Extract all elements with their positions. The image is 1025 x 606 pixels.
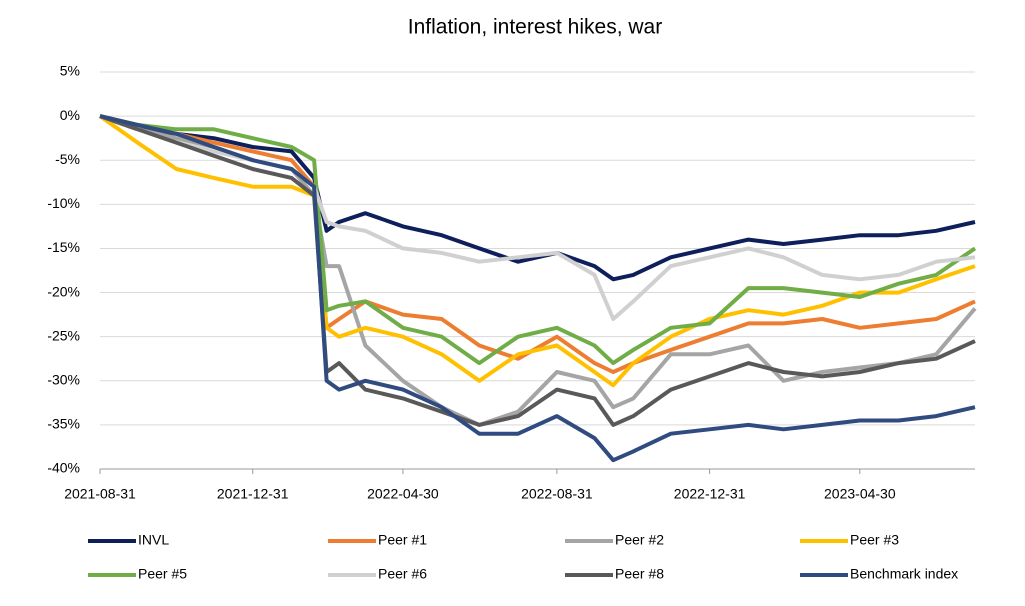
series-line xyxy=(99,114,976,282)
legend-label: Peer #2 xyxy=(615,532,664,548)
x-tick-label: 2022-08-31 xyxy=(521,486,593,502)
chart-title: Inflation, interest hikes, war xyxy=(408,16,662,39)
y-tick-label: -40% xyxy=(47,460,80,476)
x-tick-label: 2022-12-31 xyxy=(674,486,746,502)
legend-label: Peer #5 xyxy=(138,566,187,582)
x-tick-label: 2021-08-31 xyxy=(64,486,136,502)
x-tick-label: 2023-04-30 xyxy=(824,486,896,502)
legend-label: Peer #3 xyxy=(850,532,899,548)
y-tick-label: -35% xyxy=(47,416,80,432)
series-line xyxy=(99,114,976,427)
x-tick-label: 2022-04-30 xyxy=(367,486,439,502)
series-line xyxy=(99,114,977,366)
series-line xyxy=(98,114,976,388)
series-line xyxy=(99,114,976,463)
series-line xyxy=(99,114,976,374)
y-tick-label: -5% xyxy=(55,151,80,167)
legend-label: Peer #8 xyxy=(615,566,664,582)
y-tick-label: -15% xyxy=(47,239,80,255)
y-tick-label: 0% xyxy=(60,107,80,123)
x-tick-label: 2021-12-31 xyxy=(217,486,289,502)
y-tick-label: 5% xyxy=(60,63,80,79)
legend-label: Peer #6 xyxy=(378,566,427,582)
legend-label: INVL xyxy=(138,532,169,548)
legend-label: Benchmark index xyxy=(850,566,958,582)
y-tick-label: -10% xyxy=(47,195,80,211)
y-tick-label: -25% xyxy=(47,327,80,343)
y-tick-label: -20% xyxy=(47,283,80,299)
y-tick-label: -30% xyxy=(47,371,80,387)
legend-label: Peer #1 xyxy=(378,532,427,548)
